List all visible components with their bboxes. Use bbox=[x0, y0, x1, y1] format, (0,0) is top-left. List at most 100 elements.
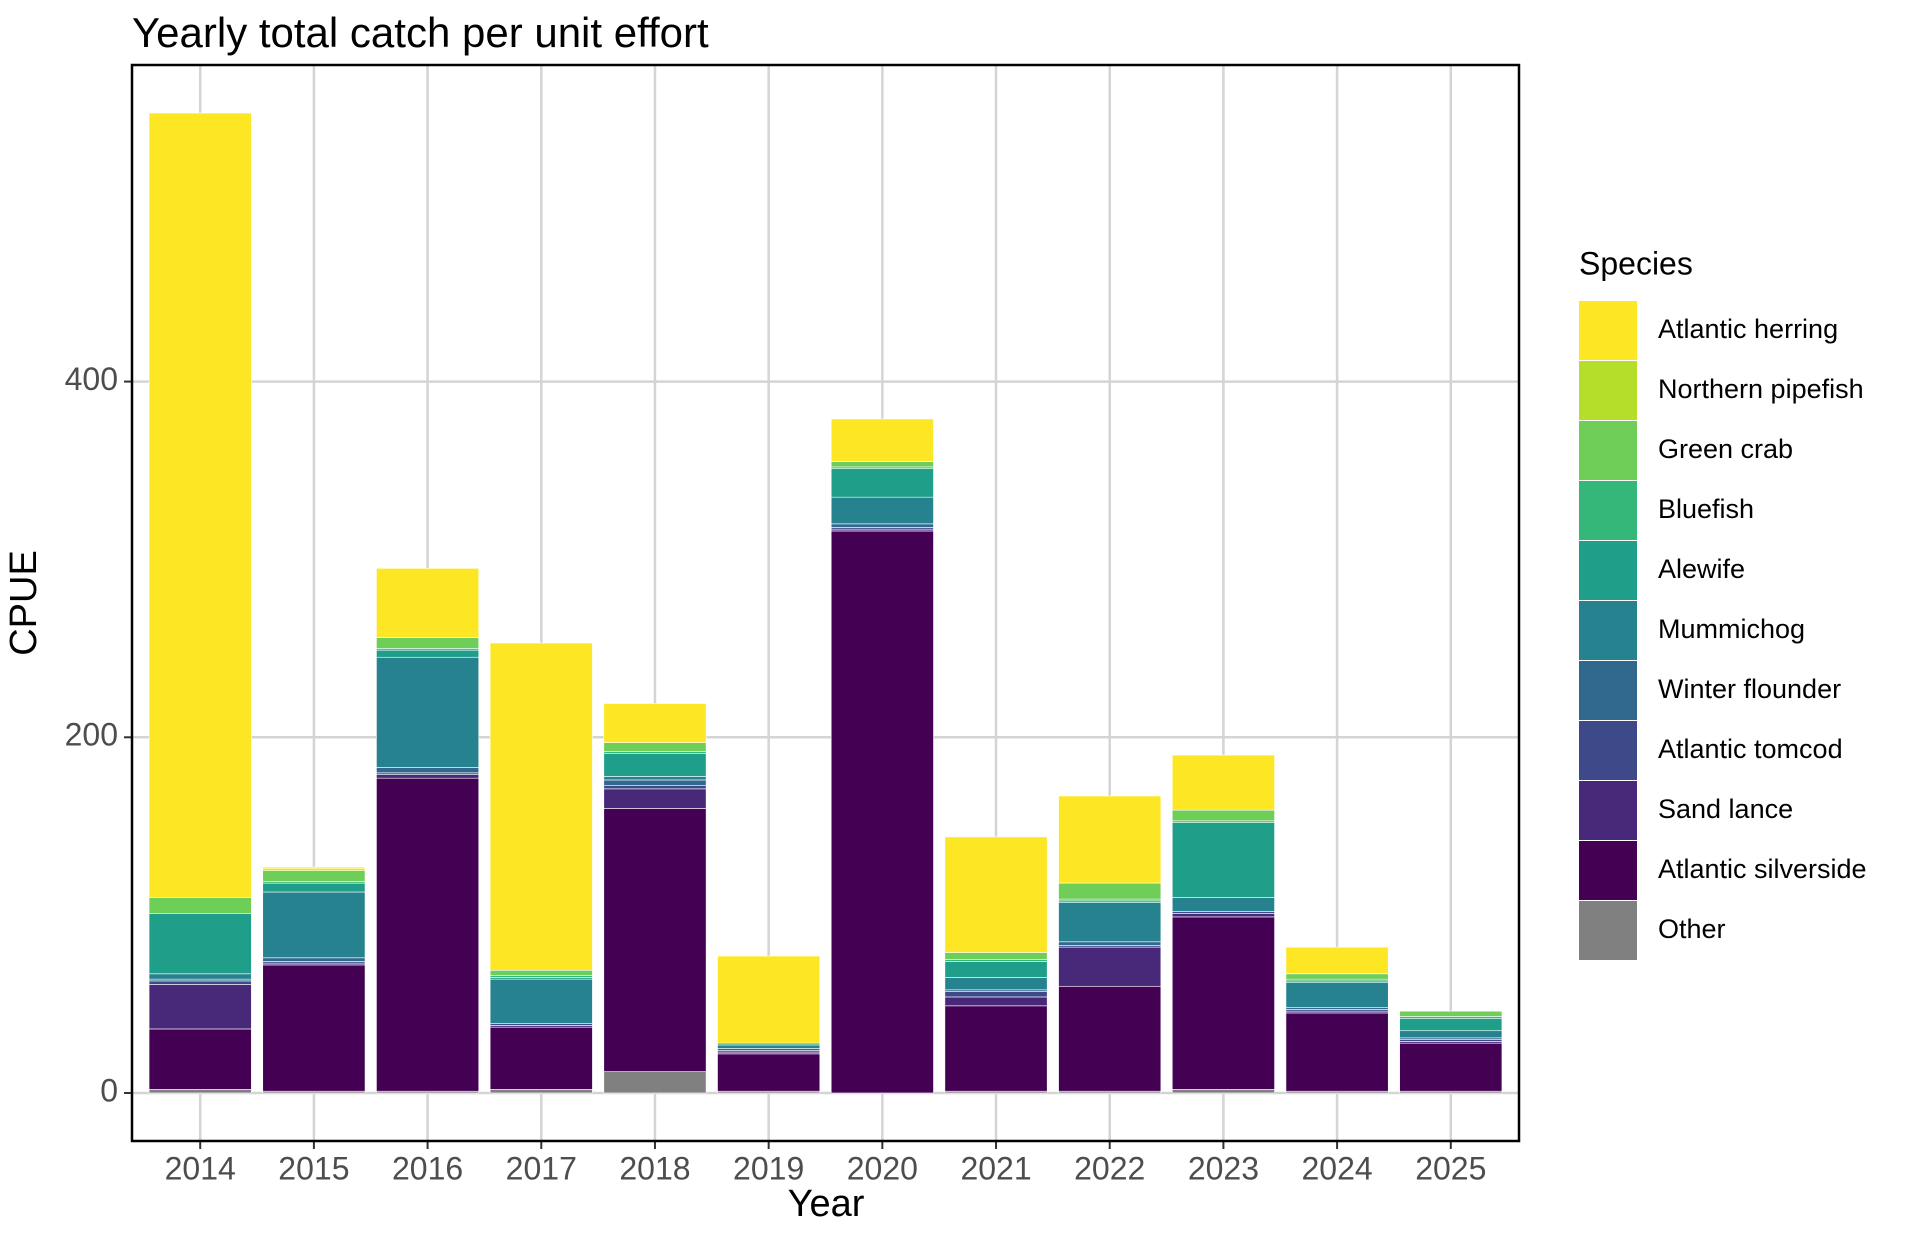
bar-segment bbox=[148, 973, 252, 980]
bar-segment bbox=[148, 112, 252, 898]
bar-segment bbox=[830, 523, 934, 528]
bar-segment bbox=[603, 1071, 707, 1094]
bar-segment bbox=[1058, 985, 1162, 1092]
bar-segment bbox=[1171, 754, 1275, 811]
bar-segment bbox=[944, 1005, 1048, 1092]
bar-segment bbox=[830, 468, 934, 498]
y-tick-label: 0 bbox=[100, 1072, 118, 1108]
bar-segment bbox=[148, 913, 252, 975]
bar-segment bbox=[148, 897, 252, 914]
bar-segment bbox=[717, 1044, 821, 1049]
bar-segment bbox=[717, 955, 821, 1044]
legend-label: Bluefish bbox=[1658, 494, 1754, 524]
bar-segment bbox=[944, 991, 1048, 998]
bar-segment bbox=[1058, 902, 1162, 943]
legend-label: Atlantic silverside bbox=[1658, 854, 1867, 884]
legend-key bbox=[1579, 661, 1637, 720]
legend-key bbox=[1579, 721, 1637, 780]
bar-segment bbox=[148, 984, 252, 1030]
legend-label: Winter flounder bbox=[1658, 674, 1841, 704]
bar-segment bbox=[1171, 916, 1275, 1090]
legend-label: Other bbox=[1658, 914, 1726, 944]
bar-segment bbox=[1285, 946, 1389, 975]
bar-segment bbox=[830, 496, 934, 525]
bar-segment bbox=[489, 1089, 593, 1094]
bar-segment bbox=[830, 530, 934, 1094]
bar-segment bbox=[603, 752, 707, 777]
legend-key bbox=[1579, 421, 1637, 480]
bar-segment bbox=[489, 642, 593, 971]
bar-segment bbox=[944, 996, 1048, 1007]
x-tick-label: 2018 bbox=[619, 1150, 690, 1186]
bar-segment bbox=[1399, 1010, 1503, 1017]
x-tick-label: 2023 bbox=[1188, 1150, 1259, 1186]
bar-segment bbox=[1058, 941, 1162, 946]
legend-key bbox=[1579, 301, 1637, 360]
y-axis-title: CPUE bbox=[3, 550, 45, 656]
x-tick-label: 2015 bbox=[278, 1150, 349, 1186]
legend-label: Alewife bbox=[1658, 554, 1745, 584]
bar-segment bbox=[1399, 1017, 1503, 1032]
bar-segment bbox=[1171, 1089, 1275, 1094]
bar-segment bbox=[376, 649, 480, 658]
legend-key bbox=[1579, 841, 1637, 900]
x-tick-label: 2014 bbox=[165, 1150, 236, 1186]
legend-key bbox=[1579, 601, 1637, 660]
bar-segment bbox=[262, 870, 366, 882]
bar-segment bbox=[489, 969, 593, 976]
bar-segment bbox=[944, 961, 1048, 978]
bar-segment bbox=[489, 1026, 593, 1090]
legend-label: Atlantic tomcod bbox=[1658, 734, 1843, 764]
bar-segment bbox=[376, 568, 480, 638]
bar-segment bbox=[603, 776, 707, 781]
legend-title: Species bbox=[1579, 245, 1693, 281]
x-tick-label: 2016 bbox=[392, 1150, 463, 1186]
bar-segment bbox=[603, 779, 707, 786]
bar-segment bbox=[262, 866, 366, 870]
legend-key bbox=[1579, 481, 1637, 540]
bar-segment bbox=[1171, 809, 1275, 822]
bar-segment bbox=[262, 891, 366, 959]
bar-segment bbox=[1399, 1042, 1503, 1092]
legend-label: Green crab bbox=[1658, 434, 1793, 464]
x-tick-label: 2024 bbox=[1302, 1150, 1373, 1186]
bar-segment bbox=[489, 978, 593, 1024]
y-tick-label: 200 bbox=[65, 717, 118, 753]
legend-key bbox=[1579, 901, 1637, 960]
bar-segment bbox=[1171, 913, 1275, 918]
bar-segment bbox=[944, 952, 1048, 960]
bar-segment bbox=[830, 461, 934, 468]
bar-segment bbox=[603, 703, 707, 743]
bar-segment bbox=[376, 777, 480, 1092]
bar-segment bbox=[376, 767, 480, 774]
bar-segment bbox=[376, 774, 480, 779]
bar-segment bbox=[944, 836, 1048, 953]
bar-segment bbox=[376, 656, 480, 768]
bar-segment bbox=[148, 1028, 252, 1090]
bar-segment bbox=[148, 1089, 252, 1094]
bar-segment bbox=[1399, 1030, 1503, 1039]
bar-segment bbox=[262, 964, 366, 1092]
legend-label: Sand lance bbox=[1658, 794, 1793, 824]
bar-segment bbox=[603, 788, 707, 809]
bar-segment bbox=[148, 980, 252, 985]
x-tick-label: 2017 bbox=[506, 1150, 577, 1186]
x-tick-label: 2025 bbox=[1415, 1150, 1486, 1186]
legend-key bbox=[1579, 781, 1637, 840]
legend-label: Mummichog bbox=[1658, 614, 1805, 644]
x-tick-label: 2019 bbox=[733, 1150, 804, 1186]
bar-segment bbox=[1058, 882, 1162, 900]
bar-segment bbox=[944, 977, 1048, 991]
legend-key bbox=[1579, 361, 1637, 420]
bar-segment bbox=[603, 742, 707, 752]
bar-segment bbox=[1285, 973, 1389, 980]
x-axis-title: Year bbox=[788, 1183, 865, 1225]
plot-border bbox=[130, 63, 1521, 1143]
chart-title: Yearly total catch per unit effort bbox=[132, 9, 709, 56]
bar-segment bbox=[262, 882, 366, 893]
x-tick-label: 2020 bbox=[847, 1150, 918, 1186]
bar-segment bbox=[1171, 822, 1275, 898]
bar-segment bbox=[603, 808, 707, 1072]
bar-segment bbox=[1058, 946, 1162, 987]
